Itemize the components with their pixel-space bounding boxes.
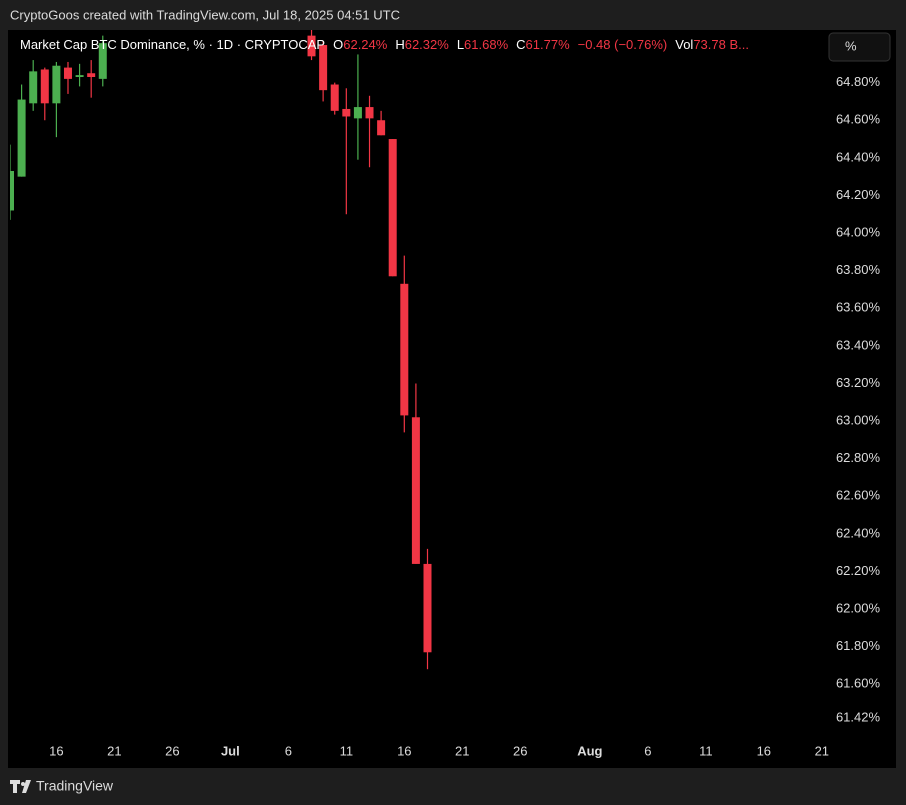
legend: Market Cap BTC Dominance, % · 1D · CRYPT… — [20, 37, 749, 52]
candle-body — [10, 171, 14, 211]
legend-key: H — [395, 37, 404, 52]
scale-button[interactable] — [828, 32, 891, 62]
candle-body — [98, 43, 107, 79]
x-tick-label: 11 — [340, 743, 354, 758]
candle-body — [423, 563, 432, 653]
logo-mark — [22, 780, 31, 793]
x-tick-label: 21 — [815, 743, 829, 758]
x-tick-label: 26 — [513, 743, 527, 758]
x-tick-label: 6 — [285, 743, 292, 758]
legend-key: O — [333, 37, 343, 52]
candle-body — [377, 120, 386, 136]
candle-body — [388, 139, 397, 277]
candle-body — [29, 71, 38, 104]
y-tick-label: 62.80% — [836, 450, 881, 465]
x-tick-label: Jul — [221, 743, 240, 758]
y-tick-label: 62.60% — [836, 488, 881, 503]
candles — [10, 30, 432, 670]
candle-body — [365, 107, 374, 119]
legend-value: 73.78 B... — [693, 37, 749, 52]
header: CryptoGoos created with TradingView.com,… — [10, 7, 400, 22]
candle-body — [353, 107, 362, 119]
y-tick-label: 61.80% — [836, 638, 881, 653]
candle-body — [63, 67, 72, 79]
legend-title: Market Cap BTC Dominance, % · 1D · CRYPT… — [20, 37, 325, 52]
x-tick-label: 16 — [757, 743, 771, 758]
x-tick-label: 11 — [699, 743, 713, 758]
y-tick-label: 63.40% — [836, 337, 881, 352]
candle-body — [87, 73, 96, 77]
candle-body — [307, 35, 316, 57]
chart-pane — [8, 30, 896, 768]
y-tick-label: 61.42% — [836, 710, 881, 725]
candle-body — [330, 84, 339, 111]
logo — [10, 780, 31, 793]
y-tick-label: 64.40% — [836, 149, 881, 164]
legend-value: 62.24% — [343, 37, 388, 52]
candle-body — [75, 75, 84, 77]
candle-body — [40, 69, 49, 104]
scale-button-label[interactable]: % — [845, 38, 857, 53]
y-tick-label: 64.60% — [836, 112, 881, 127]
candle-body — [52, 65, 61, 104]
legend-value: 61.68% — [464, 37, 509, 52]
candle-body — [342, 108, 351, 117]
y-tick-label: 62.00% — [836, 600, 881, 615]
x-tick-label: 21 — [107, 743, 121, 758]
x-tick-label: 6 — [644, 743, 651, 758]
x-tick-label: 16 — [397, 743, 411, 758]
candle-body — [17, 99, 26, 177]
y-tick-label: 64.80% — [836, 74, 881, 89]
y-tick-label: 61.60% — [836, 676, 881, 691]
y-tick-label: 63.60% — [836, 300, 881, 315]
x-tick-label: 16 — [49, 743, 63, 758]
legend-key: C — [516, 37, 525, 52]
y-tick-label: 63.00% — [836, 412, 881, 427]
y-tick-label: 63.20% — [836, 375, 881, 390]
footer: TradingView — [36, 778, 114, 794]
x-tick-label: Aug — [577, 743, 602, 758]
x-tick-label: 21 — [455, 743, 469, 758]
x-tick-label: 26 — [165, 743, 179, 758]
legend-value: 62.32% — [405, 37, 450, 52]
legend-value: −0.48 (−0.76%) — [578, 37, 668, 52]
legend-key: Vol — [675, 37, 693, 52]
legend-value: 61.77% — [526, 37, 571, 52]
legend-key: L — [457, 37, 464, 52]
y-tick-label: 62.40% — [836, 525, 881, 540]
y-tick-label: 64.20% — [836, 187, 881, 202]
y-tick-label: 64.00% — [836, 224, 881, 239]
candle-body — [411, 417, 420, 564]
logo-mark — [10, 780, 20, 793]
logo-mark — [21, 782, 25, 786]
candle-body — [400, 283, 409, 416]
candle-body — [319, 45, 328, 91]
y-tick-label: 62.20% — [836, 563, 881, 578]
y-tick-label: 63.80% — [836, 262, 881, 277]
